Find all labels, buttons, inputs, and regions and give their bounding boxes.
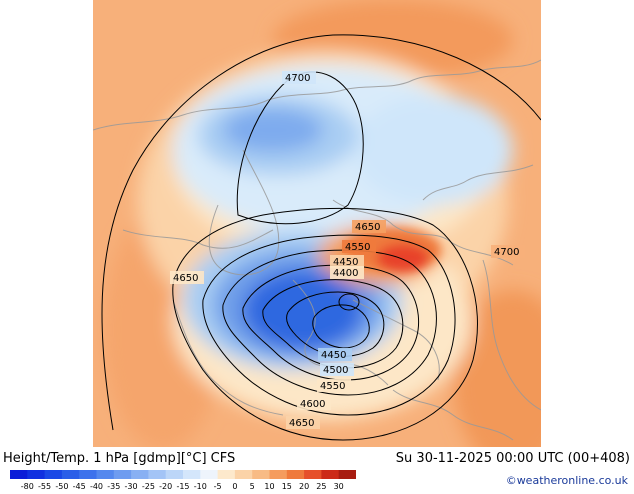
colorbar-swatch <box>304 470 322 479</box>
colorbar-tick-label: -50 <box>55 482 68 490</box>
contour-4600 <box>202 234 456 416</box>
height-contours <box>101 34 541 441</box>
colorbar-swatch <box>234 470 253 479</box>
colorbar-swatch <box>131 470 149 479</box>
contour-label: 4650 <box>173 273 198 284</box>
contour-label: 4500 <box>323 365 348 376</box>
contour-labels: 4700 4650 4550 4450 4400 4650 4700 4450 … <box>170 71 525 429</box>
colorbar-swatch <box>286 470 305 479</box>
contour-label: 4400 <box>333 268 358 279</box>
temperature-shading <box>103 0 541 447</box>
colorbar-swatch <box>200 470 219 479</box>
colorbar: -80 -55 -50 -45 -40 -35 -30 -25 -20 -15 -10 -5 0 5 10 1… <box>10 470 357 491</box>
colorbar-tick-label: -20 <box>159 482 172 490</box>
colorbar-tick-label: 0 <box>232 482 237 490</box>
contour-4500 <box>242 264 420 381</box>
contour-label: 4700 <box>494 247 519 258</box>
contour-label: 4650 <box>355 222 380 233</box>
valid-time: Su 30-11-2025 00:00 UTC (00+408) <box>395 451 630 466</box>
contour-4450 <box>262 279 404 369</box>
contour-label: 4600 <box>300 399 325 410</box>
contour-outer <box>101 34 541 431</box>
colorbar-tick-label: 25 <box>316 482 326 490</box>
contour-label: 4650 <box>289 418 314 429</box>
colorbar-swatch <box>61 470 80 479</box>
colorbar-swatch <box>165 470 184 479</box>
contour-low-center <box>338 293 360 311</box>
contour-label: 4550 <box>345 242 370 253</box>
polar-map: 4700 4650 4550 4450 4400 4650 4700 4450 … <box>93 0 541 447</box>
contour-label: 4700 <box>285 73 310 84</box>
chart-title: Height/Temp. 1 hPa [gdmp][°C] CFS <box>3 451 236 466</box>
colorbar-tick-label: -35 <box>107 482 120 490</box>
colorbar-tick-label: 20 <box>299 482 309 490</box>
contour-inner <box>312 304 370 349</box>
colorbar-svg: -80 -55 -50 -45 -40 -35 -30 -25 -20 -15 -10 -5 0 5 10 1… <box>10 470 357 491</box>
colorbar-swatch <box>113 470 132 479</box>
colorbar-swatch <box>269 470 288 479</box>
colorbar-swatch <box>44 470 63 479</box>
colorbar-tick-label: 30 <box>334 482 344 490</box>
colorbar-swatch <box>338 470 357 479</box>
colorbar-swatch <box>10 470 28 479</box>
colorbar-swatch <box>183 470 201 479</box>
map-panel: 4700 4650 4550 4450 4400 4650 4700 4450 … <box>93 0 541 447</box>
contour-4650 <box>172 207 478 441</box>
contour-label: 4450 <box>333 257 358 268</box>
colorbar-tick-label: -30 <box>125 482 138 490</box>
colorbar-swatch <box>321 470 340 479</box>
colorbar-swatch <box>252 470 270 479</box>
contour-4550 <box>222 249 437 396</box>
colorbar-swatch <box>148 470 167 479</box>
contour-label: 4450 <box>321 350 346 361</box>
colorbar-swatch <box>96 470 115 479</box>
colorbar-tick-label: 10 <box>264 482 274 490</box>
colorbar-tick-label: -40 <box>90 482 103 490</box>
credit-link[interactable]: ©weatheronline.co.uk <box>505 474 628 487</box>
colorbar-tick-label: -25 <box>142 482 155 490</box>
contour-4400 <box>286 291 385 357</box>
warm-anomaly <box>345 228 441 272</box>
colorbar-swatch <box>217 470 236 479</box>
contour-label: 4550 <box>320 381 345 392</box>
colorbar-tick-label: -5 <box>214 482 222 490</box>
colorbar-tick-label: 15 <box>282 482 292 490</box>
colorbar-tick-label: 5 <box>250 482 255 490</box>
colorbar-tick-label: -45 <box>73 482 86 490</box>
contour-4700-north <box>236 71 364 225</box>
colorbar-tick-label: -10 <box>194 482 207 490</box>
colorbar-swatch <box>79 470 97 479</box>
colorbar-swatch <box>27 470 46 479</box>
colorbar-tick-label: -15 <box>176 482 189 490</box>
colorbar-tick-label: -80 <box>21 482 34 490</box>
colorbar-tick-label: -55 <box>38 482 51 490</box>
